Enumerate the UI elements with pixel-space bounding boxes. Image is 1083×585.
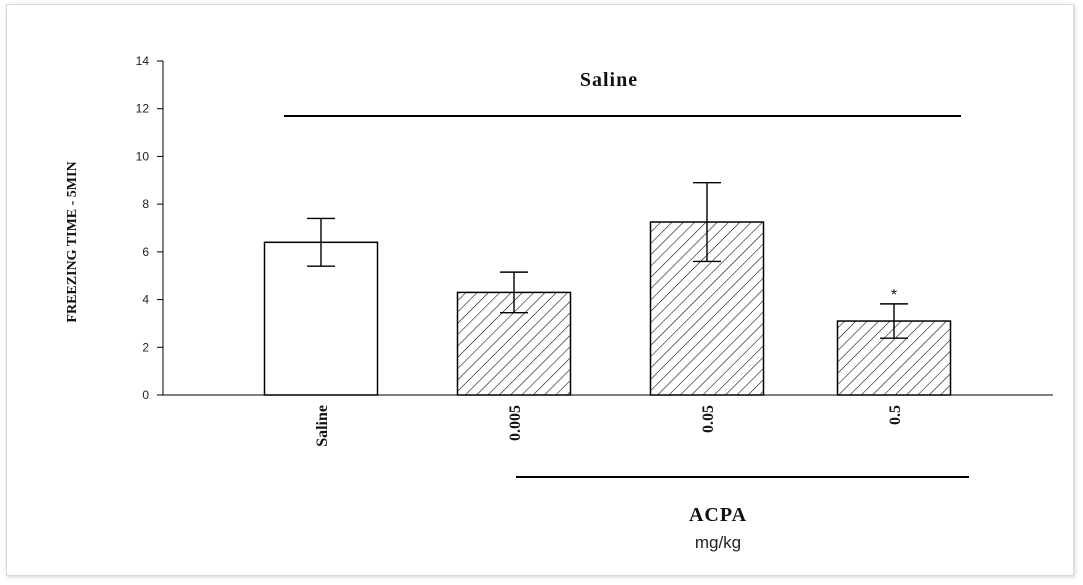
y-tick-label: 12	[136, 102, 150, 116]
x-tick-label-0.05: 0.05	[700, 405, 717, 433]
y-tick-label: 2	[142, 340, 149, 354]
x-tick-label-Saline: Saline	[314, 405, 331, 447]
group-unit-label: mg/kg	[695, 533, 741, 552]
figure-frame	[6, 4, 1074, 576]
bars	[263, 221, 952, 396]
group-label-top: Saline	[580, 69, 638, 91]
bar-Saline	[263, 241, 379, 396]
y-tick-label: 0	[142, 388, 149, 402]
error-bars	[307, 181, 908, 339]
labels: FREEZING TIME - 5MIN Saline 0.005 0.05 * 0.5 S…	[65, 69, 969, 552]
y-tick-label: 4	[142, 293, 149, 307]
x-tick-label-0.5: 0.5	[887, 405, 904, 425]
y-tick-label: 6	[142, 245, 149, 259]
y-tick-label: 14	[136, 54, 150, 68]
group-label-bottom: ACPA	[689, 504, 747, 526]
y-tick-label: 10	[136, 149, 150, 163]
significance-mark: *	[891, 287, 897, 304]
y-axis-label: FREEZING TIME - 5MIN	[65, 161, 80, 322]
x-tick-label-0.005: 0.005	[507, 405, 524, 441]
y-tick-label: 8	[142, 197, 149, 211]
